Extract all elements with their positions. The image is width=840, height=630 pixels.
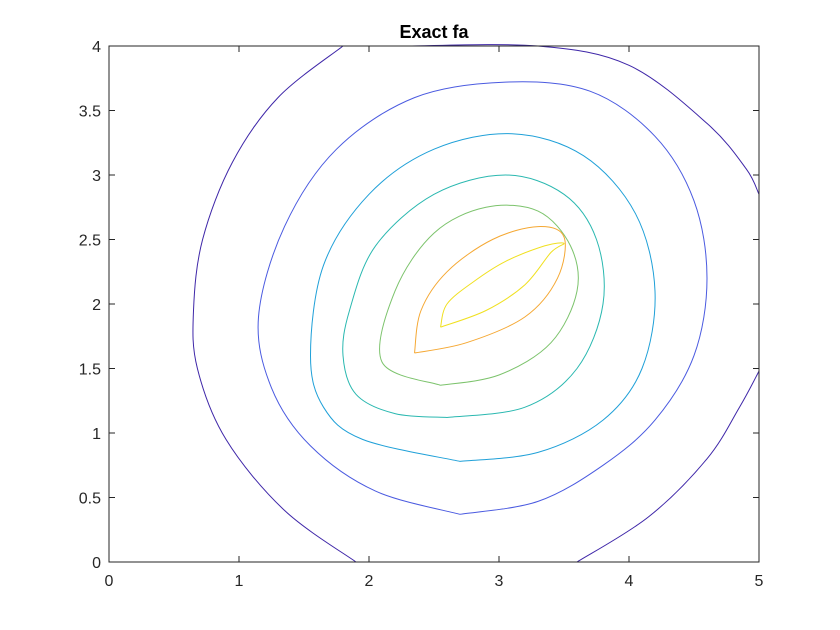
y-tick-label: 3.5 [79, 104, 101, 121]
contour-level-1-right [576, 370, 760, 563]
contour-level-5 [379, 204, 579, 386]
y-tick-label: 4 [92, 39, 101, 56]
y-tick-label: 3 [92, 168, 101, 185]
contour-level-1 [192, 45, 357, 563]
x-tick-label: 5 [755, 573, 764, 590]
contour-level-3 [309, 133, 656, 462]
contour-lines [192, 44, 760, 563]
x-tick-label: 4 [625, 573, 634, 590]
x-tick-label: 0 [105, 573, 114, 590]
x-tick-label: 2 [365, 573, 374, 590]
contour-level-1-top-right [407, 44, 760, 195]
y-tick-label: 1 [92, 426, 101, 443]
x-tick-label: 1 [235, 573, 244, 590]
y-axis: 0 0.5 1 1.5 2 2.5 3 3.5 4 [79, 39, 759, 572]
contour-level-6 [414, 226, 566, 354]
y-tick-label: 1.5 [79, 362, 101, 379]
x-axis: 0 1 2 3 4 5 [105, 46, 764, 590]
y-tick-label: 0.5 [79, 491, 101, 508]
contour-level-2 [257, 81, 708, 515]
y-tick-label: 2 [92, 297, 101, 314]
y-tick-label: 0 [92, 555, 101, 572]
contour-level-4 [342, 174, 605, 418]
contour-level-7 [440, 242, 565, 328]
x-tick-label: 3 [495, 573, 504, 590]
y-tick-label: 2.5 [79, 233, 101, 250]
chart-title: Exact fa [399, 22, 469, 42]
axes-box [108, 45, 760, 563]
